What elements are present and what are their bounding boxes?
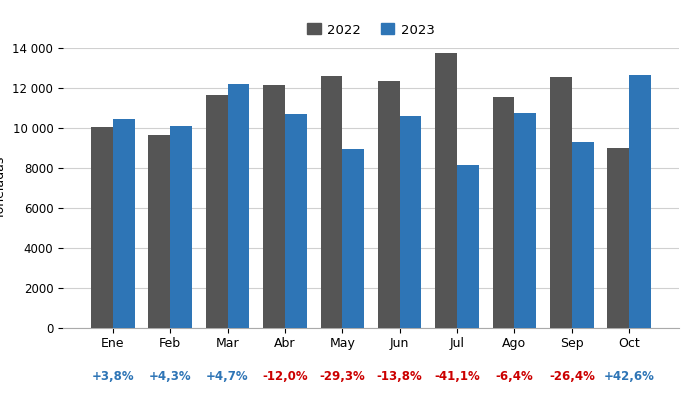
- Legend: 2022, 2023: 2022, 2023: [302, 18, 440, 42]
- Bar: [493, 97, 514, 328]
- Bar: [321, 76, 342, 328]
- Bar: [608, 148, 629, 328]
- Bar: [285, 114, 307, 328]
- Y-axis label: Toneladas: Toneladas: [0, 157, 7, 219]
- Bar: [400, 116, 421, 328]
- Bar: [550, 77, 572, 328]
- Text: -41,1%: -41,1%: [434, 370, 480, 383]
- Bar: [91, 127, 113, 328]
- Bar: [148, 135, 170, 328]
- Bar: [378, 81, 400, 328]
- Text: +4,7%: +4,7%: [206, 370, 249, 383]
- Text: -6,4%: -6,4%: [496, 370, 533, 383]
- Bar: [342, 149, 364, 328]
- Text: -12,0%: -12,0%: [262, 370, 308, 383]
- Text: +42,6%: +42,6%: [604, 370, 655, 383]
- Bar: [457, 165, 479, 328]
- Bar: [206, 95, 228, 328]
- Text: +3,8%: +3,8%: [92, 370, 134, 383]
- Bar: [113, 119, 134, 328]
- Text: -29,3%: -29,3%: [319, 370, 365, 383]
- Text: -13,8%: -13,8%: [377, 370, 423, 383]
- Bar: [572, 142, 594, 328]
- Bar: [263, 85, 285, 328]
- Bar: [170, 126, 192, 328]
- Bar: [514, 113, 536, 328]
- Text: +4,3%: +4,3%: [149, 370, 192, 383]
- Bar: [629, 75, 651, 328]
- Bar: [228, 84, 249, 328]
- Text: -26,4%: -26,4%: [549, 370, 595, 383]
- Bar: [435, 53, 457, 328]
